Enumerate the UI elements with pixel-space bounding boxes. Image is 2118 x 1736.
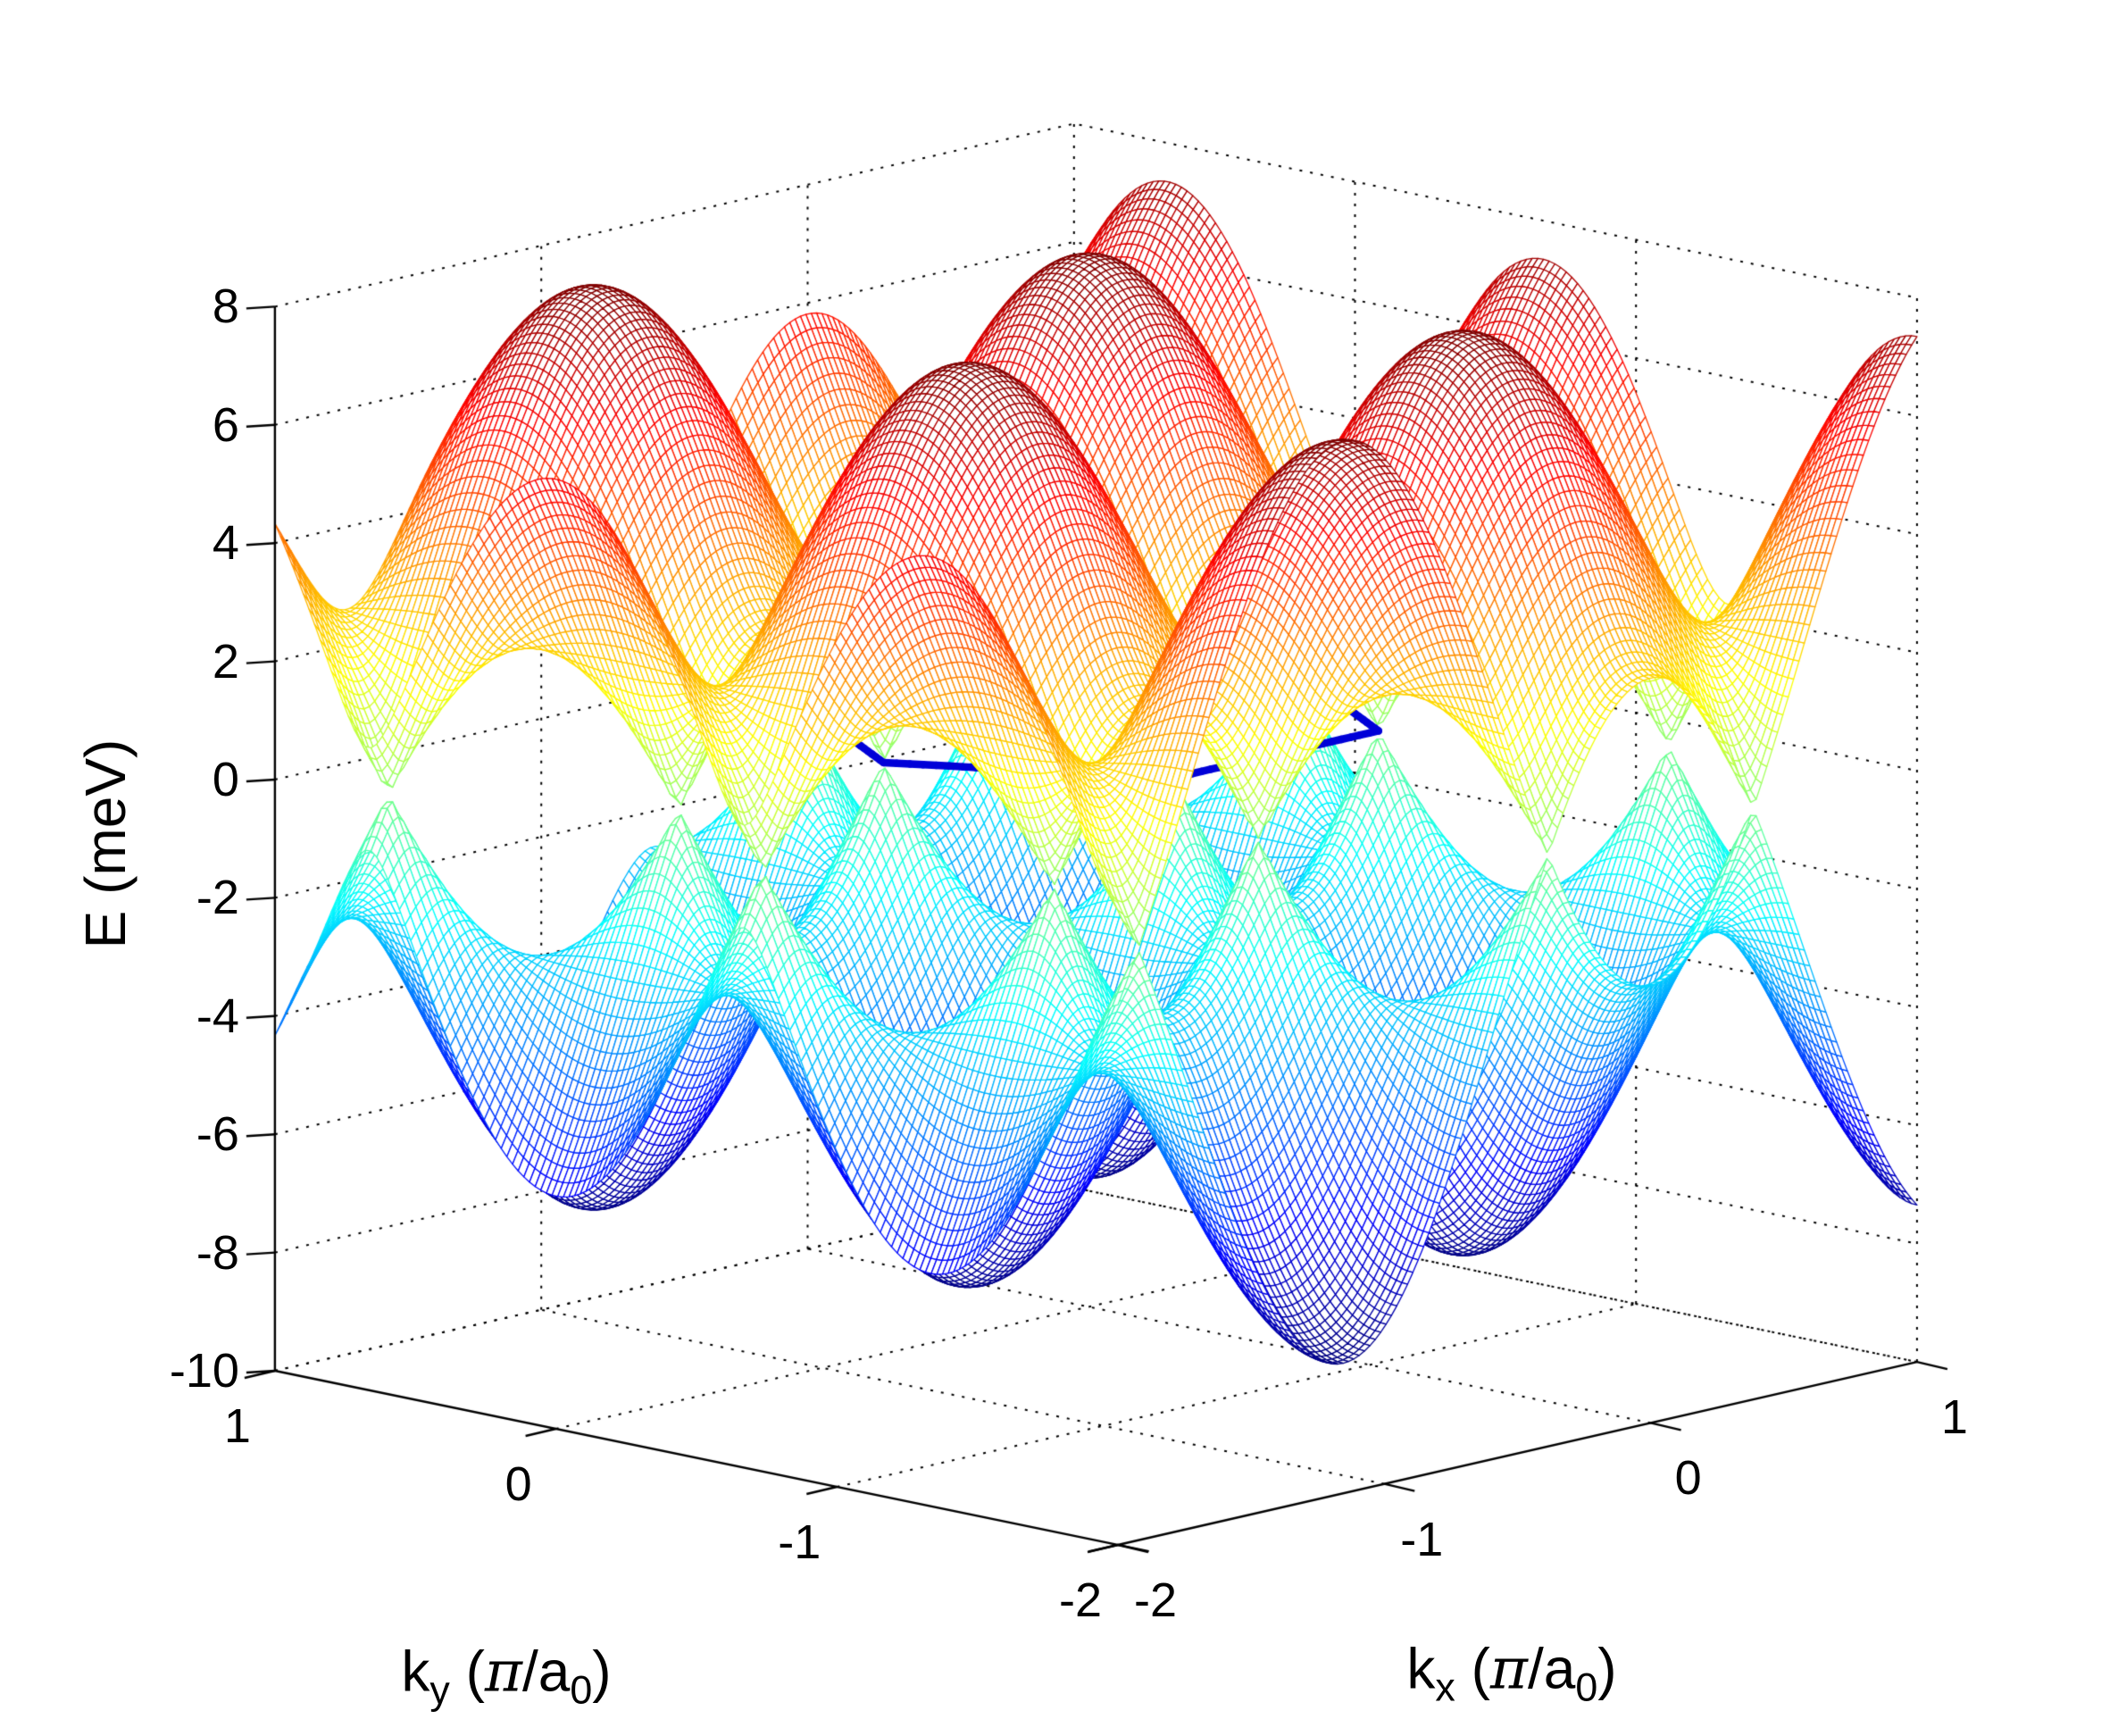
y-axis-a-sub: 0 (570, 1667, 593, 1713)
z-tick-label: -8 (196, 1225, 239, 1280)
y-axis-symbol-sub: y (429, 1667, 450, 1713)
y-tick-label: 0 (504, 1457, 532, 1511)
y-tick-label: 1 (223, 1399, 251, 1453)
y-axis-paren-open: ( (449, 1639, 485, 1704)
z-tick-label: -10 (169, 1344, 239, 1398)
z-axis-title-text: E (meV) (73, 739, 138, 949)
x-tick-label: -2 (1133, 1573, 1178, 1627)
y-tick-label: -1 (778, 1515, 821, 1569)
z-tick-label: 0 (212, 753, 239, 806)
z-tick-label: -4 (196, 989, 239, 1043)
y-axis-title: ky (π/a0) (401, 1639, 612, 1710)
z-tick-label: 2 (212, 634, 239, 689)
x-axis-a-sub: 0 (1575, 1665, 1598, 1710)
x-tick-label: 1 (1940, 1390, 1968, 1445)
z-tick-label: 8 (212, 280, 239, 334)
pi-symbol: π (484, 1639, 522, 1706)
pi-symbol: π (1489, 1636, 1528, 1703)
y-axis-over-a: /a (521, 1639, 571, 1704)
x-tick-label: -1 (1400, 1512, 1444, 1566)
z-axis-title: E (meV) (73, 739, 138, 949)
z-tick-label: -6 (196, 1107, 239, 1162)
x-axis-paren-close: ) (1597, 1636, 1617, 1701)
x-axis-over-a: /a (1527, 1636, 1576, 1701)
y-axis-symbol: k (401, 1639, 430, 1704)
x-axis-title: kx (π/a0) (1406, 1636, 1617, 1707)
x-tick-label: 0 (1674, 1451, 1702, 1506)
y-axis-paren-close: ) (592, 1639, 612, 1704)
x-axis-symbol: k (1406, 1636, 1436, 1701)
z-tick-label: 4 (212, 516, 239, 571)
x-axis-paren-open: ( (1455, 1636, 1490, 1701)
y-tick-label: -2 (1058, 1573, 1103, 1627)
z-tick-label: 6 (212, 397, 239, 452)
x-axis-symbol-sub: x (1435, 1665, 1455, 1710)
z-tick-label: -2 (196, 871, 239, 925)
